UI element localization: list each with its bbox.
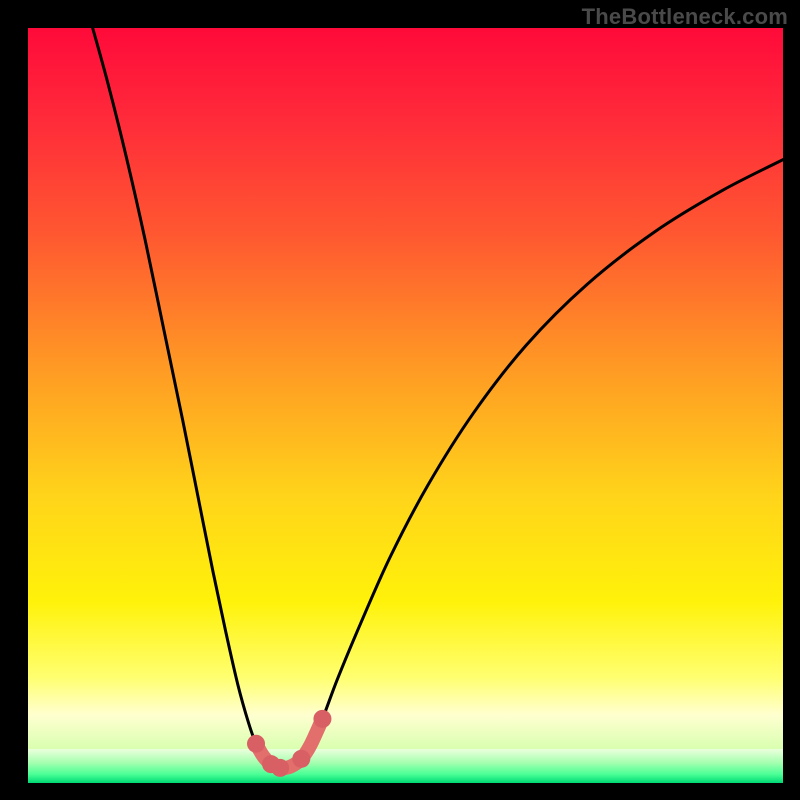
curve-dot [292, 750, 310, 768]
curve-dot [247, 735, 265, 753]
curve-dot [313, 710, 331, 728]
bottleneck-curve [88, 28, 783, 768]
watermark-text: TheBottleneck.com [582, 4, 788, 30]
curve-svg [28, 28, 783, 783]
chart-frame: TheBottleneck.com [0, 0, 800, 800]
curve-dot [271, 759, 289, 777]
plot-area [28, 28, 783, 783]
